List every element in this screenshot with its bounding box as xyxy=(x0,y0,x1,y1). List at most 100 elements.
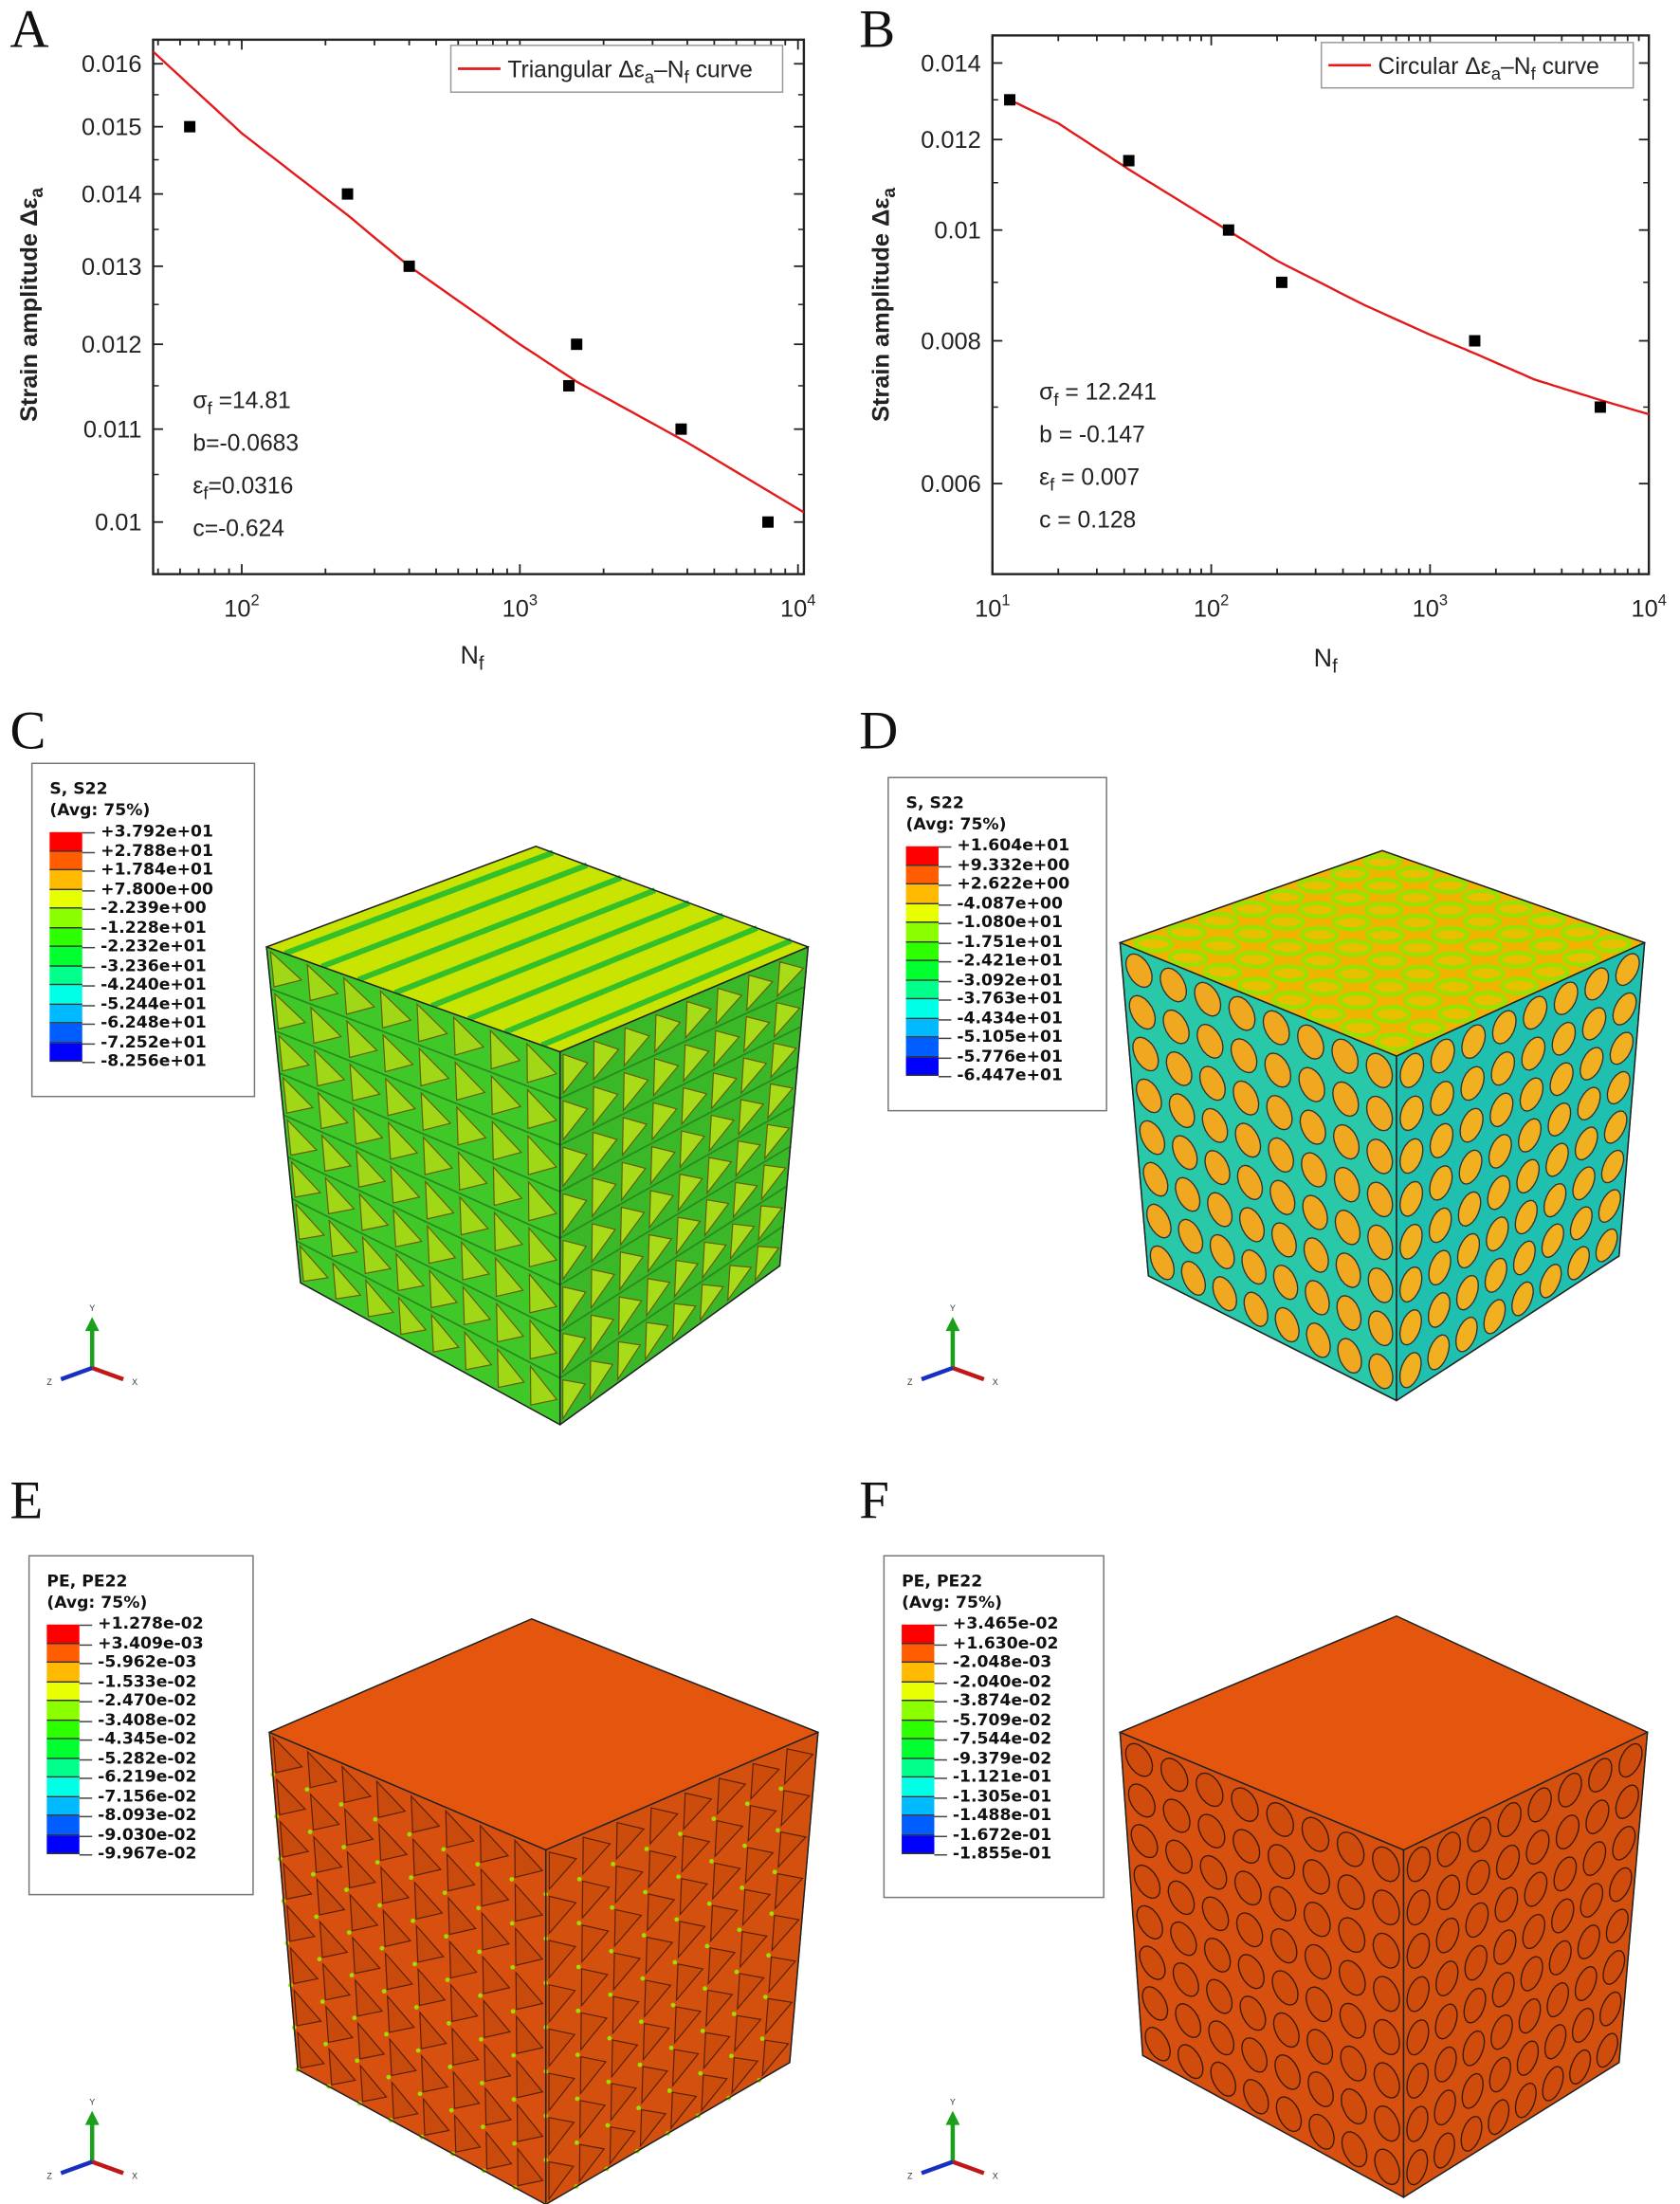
legend-tick xyxy=(934,1701,947,1703)
lattice-triangle-cell xyxy=(767,1083,794,1120)
lattice-triangle-cell xyxy=(738,1099,765,1137)
tick-base: 10 xyxy=(1631,595,1657,622)
legend-tick xyxy=(82,1004,96,1006)
lattice-triangle-cell xyxy=(356,1149,387,1188)
strain-hotspot xyxy=(510,2009,516,2014)
lattice-circle-cell xyxy=(1490,2013,1513,2050)
legend-value: -1.080e+01 xyxy=(957,911,1063,932)
lattice-circle-cell xyxy=(1128,994,1157,1030)
lattice-triangle-cell xyxy=(497,1347,525,1389)
y-tick-label: 0.015 xyxy=(82,115,142,141)
text-run: Triangular Δε xyxy=(507,57,644,82)
legend-color-band xyxy=(46,1643,80,1664)
lattice-triangle-cell xyxy=(526,1088,558,1130)
lattice-circle-cell xyxy=(1618,1742,1643,1778)
contour-legend-f: PE, PE22 (Avg: 75%) +3.465e-02 +1.630e-02… xyxy=(883,1555,1105,1899)
lattice-circle-cell xyxy=(1494,1886,1519,1923)
lattice-circle-cell xyxy=(1487,1175,1511,1211)
lattice-triangle-cell xyxy=(358,1192,390,1231)
tick-base: 10 xyxy=(1194,595,1220,622)
legend-tick xyxy=(82,850,96,853)
lattice-triangle-cell xyxy=(328,2047,356,2086)
lattice-triangle-cell xyxy=(670,2091,698,2130)
strain-hotspot xyxy=(448,2107,454,2113)
lattice-triangle-cell xyxy=(349,1063,381,1102)
strain-hotspot xyxy=(575,2052,580,2058)
lattice-circle-cell xyxy=(1488,2099,1510,2136)
strain-hotspot xyxy=(346,1930,352,1935)
lattice-triangle-cell xyxy=(622,1071,649,1113)
strain-hotspot xyxy=(475,1862,481,1867)
legend-tick xyxy=(82,966,96,968)
lattice-circle-cell xyxy=(1301,1816,1330,1852)
lattice-circle-cell xyxy=(1605,1908,1629,1944)
lattice-circle-cell xyxy=(1177,2044,1204,2080)
legend-tick xyxy=(82,927,96,930)
lattice-circle-cell xyxy=(1548,1940,1572,1976)
legend-value: -4.087e+00 xyxy=(957,892,1063,913)
lattice-triangle-cell xyxy=(427,1224,457,1265)
lattice-circle-cell xyxy=(1198,911,1239,930)
legend-color-band xyxy=(902,1796,935,1816)
data-point xyxy=(675,423,687,435)
lattice-triangle-cell xyxy=(411,1837,443,1877)
legend-tick xyxy=(934,1682,947,1684)
lattice-circle-cell xyxy=(1369,977,1409,997)
lattice-circle-cell xyxy=(1406,2019,1430,2056)
legend-tick xyxy=(82,1023,96,1026)
strain-hotspot xyxy=(374,1860,380,1865)
legend-tick xyxy=(934,1777,947,1779)
strain-hotspot xyxy=(510,1964,516,1970)
lattice-circle-cell xyxy=(1397,913,1437,932)
lattice-triangle-cell xyxy=(620,1161,647,1202)
text-run: c=-0.624 xyxy=(192,516,284,541)
legend-value: +1.784e+01 xyxy=(100,859,213,880)
legend-color-band xyxy=(902,1777,935,1797)
lattice-triangle-cell xyxy=(310,1006,342,1045)
legend-value: -5.244e+01 xyxy=(100,993,207,1013)
strain-hotspot xyxy=(672,1959,678,1965)
lattice-triangle-cell xyxy=(342,976,375,1015)
strain-hotspot xyxy=(734,1969,740,1975)
lattice-triangle-cell xyxy=(420,2053,449,2093)
legend-value: -3.092e+01 xyxy=(957,969,1063,990)
lattice-circle-cell xyxy=(1488,2056,1512,2093)
lattice-triangle-cell xyxy=(744,1847,775,1885)
lattice-circle-cell xyxy=(1606,1070,1631,1105)
tick-exponent: 2 xyxy=(1220,592,1229,610)
data-point xyxy=(341,188,354,200)
lattice-triangle-cell xyxy=(516,2014,544,2054)
lattice-circle-cell xyxy=(1514,1199,1538,1235)
legend-color-band xyxy=(46,1720,80,1740)
lattice-circle-cell xyxy=(1144,2026,1171,2062)
lattice-triangle-cell xyxy=(745,974,774,1012)
lattice-triangle-cell xyxy=(648,1190,675,1230)
cube-f-circular-strain xyxy=(1118,1614,1650,2198)
lattice-circle-cell xyxy=(1429,901,1469,920)
lattice-circle-cell xyxy=(1275,2096,1303,2133)
lattice-circle-cell xyxy=(1195,1772,1224,1808)
legend-color-band xyxy=(49,850,82,871)
lattice-circle-cell xyxy=(1201,1896,1230,1932)
strain-hotspot xyxy=(574,2140,579,2145)
legend-value: -4.240e+01 xyxy=(100,974,207,994)
lattice-circle-cell xyxy=(1571,2007,1595,2044)
lattice-circle-cell xyxy=(1588,1758,1613,1794)
lattice-circle-cell xyxy=(1340,2045,1367,2082)
lattice-circle-cell xyxy=(1242,2079,1269,2115)
lattice-triangle-cell xyxy=(677,1173,703,1212)
lattice-triangle-cell xyxy=(706,1157,733,1195)
lattice-triangle-cell xyxy=(454,1061,486,1102)
legend-color-band xyxy=(46,1834,80,1854)
text-run: –N xyxy=(654,57,685,82)
lattice-circle-cell xyxy=(1373,1976,1400,2013)
text-run: ε xyxy=(1039,464,1050,490)
lattice-circle-cell xyxy=(1363,902,1404,920)
strain-hotspot xyxy=(637,2062,643,2067)
lattice-circle-cell xyxy=(1267,938,1307,956)
lattice-triangle-cell xyxy=(703,1199,730,1238)
cube-c-triangular-stress xyxy=(265,845,811,1427)
lattice-triangle-cell xyxy=(735,1139,761,1178)
lattice-triangle-cell xyxy=(359,2064,388,2103)
strain-hotspot xyxy=(762,1995,768,1999)
